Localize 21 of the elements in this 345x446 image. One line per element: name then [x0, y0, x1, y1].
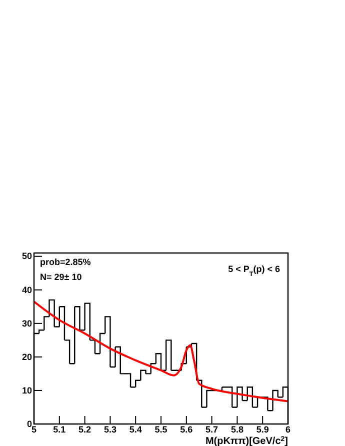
y-tick-label: 0 — [26, 418, 32, 429]
x-tick-label: 5.2 — [78, 424, 92, 434]
x-axis-title: M(pKππ)[GeV/c$^{2}$] — [205, 436, 288, 446]
x-tick-label: 5.1 — [53, 424, 66, 434]
x-tick-label: 5.6 — [180, 424, 193, 434]
x-tick-label: 6 — [285, 424, 291, 434]
x-tick-label: 5.7 — [206, 424, 218, 434]
x-tick-label: 5.5 — [154, 424, 168, 434]
x-tick-label: 5 — [31, 424, 37, 434]
x-tick-label: 5.9 — [256, 424, 269, 434]
y-tick-label: 20 — [22, 352, 32, 362]
x-tick-label: 5.4 — [129, 424, 142, 434]
y-tick-label: 50 — [22, 251, 32, 262]
annotation: 5 < P$_{T}$(p) < 6 — [228, 264, 280, 278]
x-tick-label: 5.3 — [104, 424, 116, 434]
y-tick-label: 30 — [22, 318, 32, 328]
y-tick-label: 10 — [22, 385, 32, 396]
x-tick-label: 5.8 — [230, 424, 244, 434]
annotation: N= 29± 10 — [40, 272, 82, 282]
annotation: prob=2.85% — [40, 257, 91, 267]
y-tick-label: 40 — [22, 284, 32, 295]
